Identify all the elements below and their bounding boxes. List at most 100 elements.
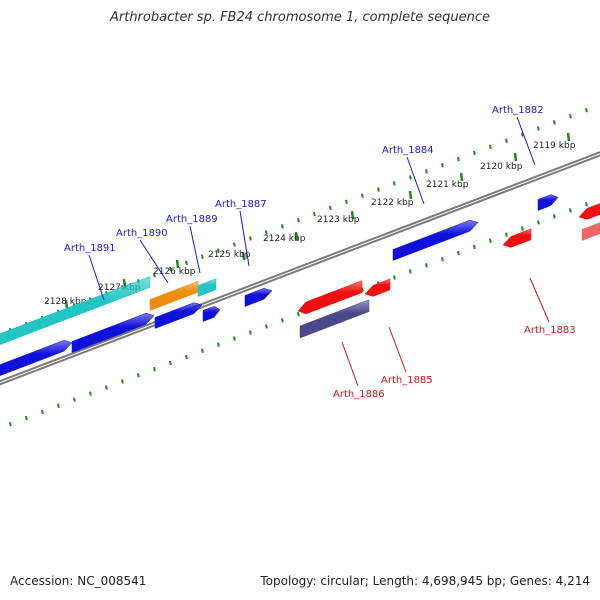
tick-mark [489, 238, 492, 244]
gene-row2-a [0, 339, 73, 376]
gene-row2-b [71, 312, 155, 353]
gene-label-leader [88, 254, 105, 301]
tick-mark [553, 120, 556, 125]
tick-mark [233, 336, 236, 341]
major-tick [175, 259, 180, 269]
gene-edge-red [578, 203, 600, 220]
major-tick [408, 190, 413, 200]
gene-label-leader [388, 326, 407, 373]
tick-mark [425, 169, 428, 174]
gene-arth1887 [244, 287, 273, 307]
tick-mark [265, 230, 268, 235]
tick-mark [169, 266, 172, 272]
scale-tick-label: 2126 kbp [153, 267, 196, 277]
major-tick [459, 172, 464, 182]
scale-tick-label: 2128 kbp [44, 297, 87, 307]
tick-mark [249, 330, 252, 335]
tick-mark [57, 403, 60, 409]
major-tick [566, 132, 571, 142]
tick-mark [473, 150, 476, 156]
tick-mark [201, 348, 204, 354]
tick-mark [41, 409, 44, 415]
tick-mark [441, 162, 444, 168]
backbone-highlight [0, 153, 600, 384]
gene-label-leader [406, 156, 425, 205]
scale-tick-label: 2124 kbp [263, 234, 306, 244]
tick-mark [185, 260, 188, 266]
tick-mark [409, 175, 412, 180]
tick-mark [89, 391, 92, 396]
scale-tick-label: 2120 kbp [480, 162, 523, 172]
tick-mark [297, 217, 300, 223]
tick-mark [457, 156, 460, 162]
gene-label: Arth_1885 [381, 375, 433, 386]
tick-mark [441, 256, 444, 262]
tick-mark [553, 214, 556, 219]
tick-mark [521, 132, 524, 137]
tick-mark [569, 208, 572, 213]
tick-mark [377, 187, 380, 192]
tick-mark [217, 342, 220, 347]
major-tick [350, 210, 355, 220]
tick-mark [265, 324, 268, 329]
gene-label-leader [139, 239, 169, 284]
gene-label-leader [341, 341, 359, 387]
tick-mark [281, 318, 284, 323]
tick-mark [489, 144, 492, 150]
tick-mark [153, 366, 156, 372]
tick-mark [313, 211, 316, 217]
tick-mark [185, 354, 188, 360]
tick-mark [457, 250, 460, 256]
tick-mark [393, 181, 396, 186]
tick-mark [585, 201, 588, 207]
tick-mark [137, 373, 140, 378]
tick-mark [505, 232, 508, 237]
tick-mark [25, 415, 28, 421]
gene-label: Arth_1887 [215, 199, 267, 210]
gene-arth1883 [502, 228, 532, 248]
topology-summary: Topology: circular; Length: 4,698,945 bp… [260, 574, 590, 588]
gene-arth1882 [537, 194, 559, 211]
gene-row2-c [154, 302, 203, 329]
tick-mark [169, 360, 172, 366]
major-tick [294, 231, 299, 241]
tick-mark [361, 193, 364, 198]
scale-tick-label: 2119 kbp [533, 141, 576, 151]
tick-mark [233, 242, 236, 247]
scale-tick-label: 2125 kbp [208, 250, 251, 260]
gene-arth1884 [392, 219, 479, 261]
gene-label-leader [529, 277, 550, 323]
scale-tick-label: 2122 kbp [371, 198, 414, 208]
tick-mark [249, 236, 252, 241]
tick-mark [473, 244, 476, 250]
gene-label: Arth_1890 [116, 228, 168, 239]
gene-label: Arth_1884 [382, 145, 434, 156]
tick-mark [569, 114, 572, 119]
tick-mark [393, 275, 396, 280]
map-title: Arthrobacter sp. FB24 chromosome 1, comp… [109, 10, 491, 25]
tick-mark [121, 379, 124, 384]
scale-tick-label: 2123 kbp [317, 215, 360, 225]
tick-mark [345, 199, 348, 205]
tick-mark [73, 397, 76, 402]
gene-label-leader [189, 225, 201, 274]
tick-mark [505, 138, 508, 143]
tick-mark [297, 311, 300, 317]
tick-mark [281, 224, 284, 229]
tick-mark [521, 226, 524, 231]
gene-label-leader [516, 116, 536, 166]
tick-mark [153, 272, 156, 278]
major-tick [241, 251, 246, 261]
gene-edge-pink [581, 222, 600, 241]
gene-label: Arth_1891 [64, 243, 116, 254]
tick-mark [585, 107, 588, 113]
gene-label-leader [239, 210, 250, 267]
tick-mark [537, 220, 540, 225]
gene-row2-d [202, 306, 221, 322]
major-tick [513, 152, 518, 162]
gene-label: Arth_1883 [524, 325, 576, 336]
tick-mark [9, 421, 12, 427]
gene-arth1889 [197, 278, 217, 297]
gene-arth1891 [0, 276, 151, 345]
major-tick [122, 278, 127, 288]
